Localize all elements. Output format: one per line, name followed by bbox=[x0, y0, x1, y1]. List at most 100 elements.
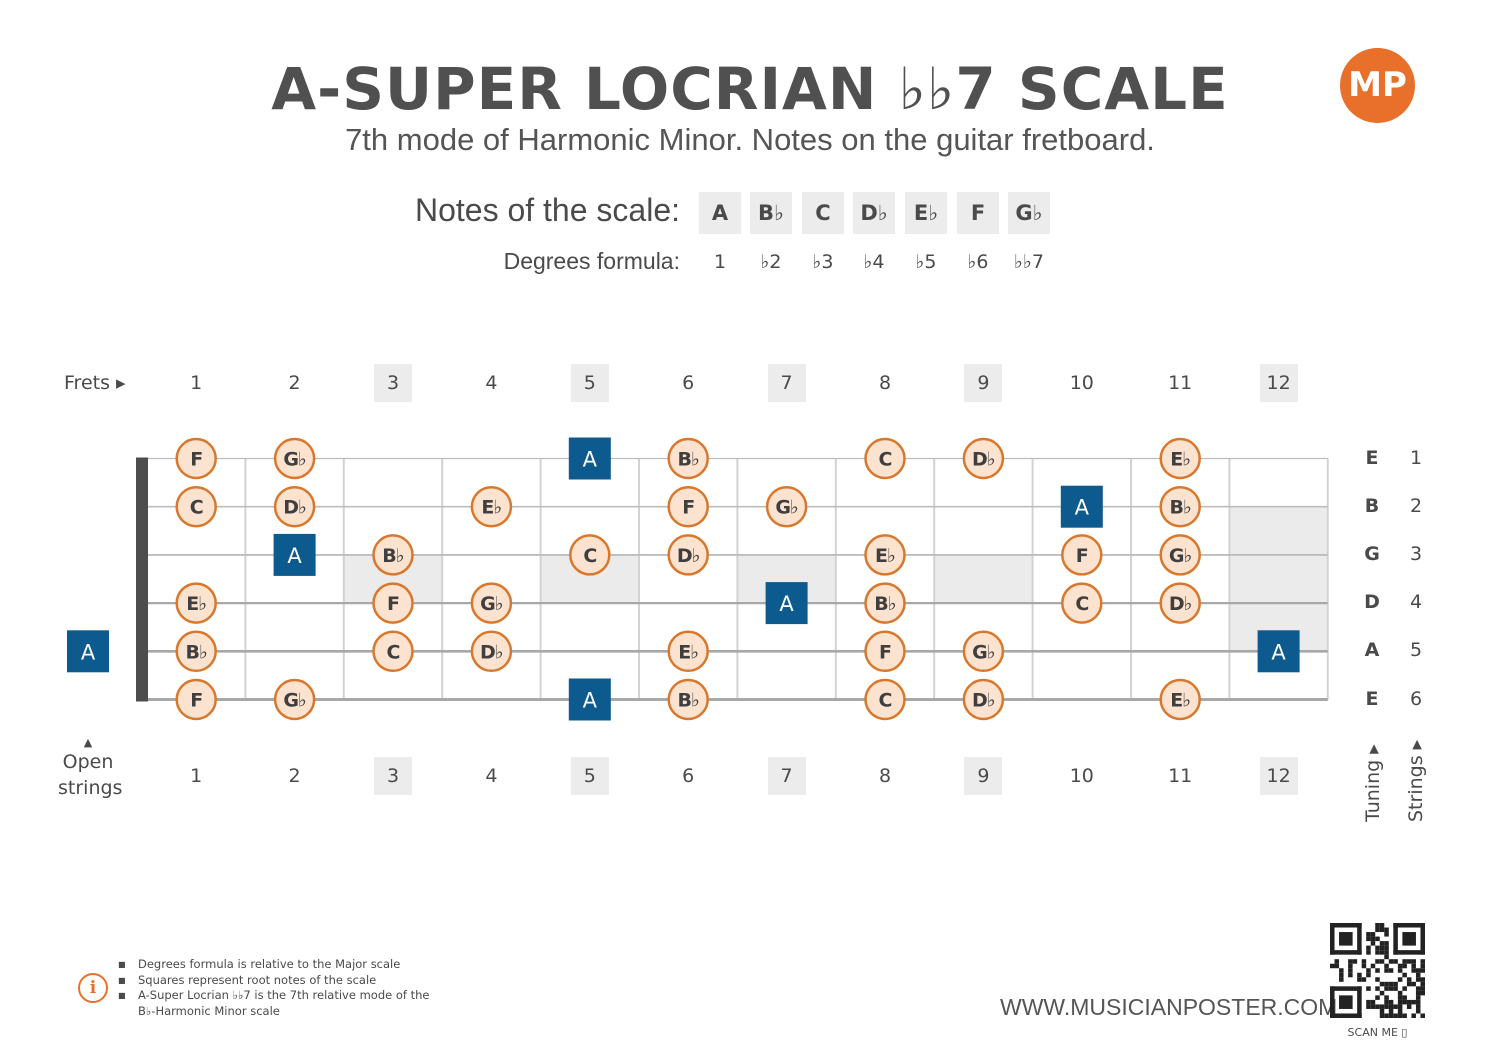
scale-note-circle bbox=[1061, 534, 1103, 576]
scale-note-circle bbox=[962, 630, 1005, 673]
root-note-label: A bbox=[287, 544, 302, 568]
scale-note-label: B♭ bbox=[1169, 497, 1190, 519]
scale-note-circle bbox=[962, 437, 1005, 480]
fret-number: 6 bbox=[682, 765, 695, 787]
fret-number: 4 bbox=[485, 765, 498, 787]
scale-note-circle bbox=[864, 582, 906, 624]
fret-number: 8 bbox=[878, 765, 892, 787]
degrees-label: Degrees formula: bbox=[503, 248, 680, 274]
scale-note-label: B♭ bbox=[382, 545, 403, 567]
root-note-square bbox=[568, 437, 611, 480]
fret-number: 2 bbox=[288, 765, 301, 787]
scale-note-circle bbox=[765, 485, 808, 528]
scale-note-label: G♭ bbox=[283, 690, 306, 712]
fret-number: 12 bbox=[1259, 757, 1298, 795]
scale-note-box: E♭ bbox=[905, 192, 947, 234]
string-number: 2 bbox=[1409, 494, 1423, 517]
scale-note-label: D♭ bbox=[1169, 593, 1192, 615]
scale-note-circle bbox=[667, 437, 709, 480]
scale-note-circle bbox=[667, 534, 709, 576]
fret-number: 11 bbox=[1168, 372, 1193, 394]
scale-note-circle bbox=[1159, 437, 1201, 480]
tuning-label: Tuning ▸ bbox=[1362, 744, 1384, 822]
scale-note-label: B♭ bbox=[677, 449, 698, 471]
root-note-label: A bbox=[779, 592, 794, 616]
scale-note-circle bbox=[470, 485, 513, 528]
scale-note-label: C bbox=[1075, 593, 1088, 615]
qr-code[interactable] bbox=[1330, 923, 1425, 1018]
fret-inlay bbox=[934, 554, 1033, 604]
scale-note-circle bbox=[864, 534, 906, 576]
fret-number: 10 bbox=[1069, 765, 1094, 787]
tuning-note: A bbox=[1364, 639, 1380, 662]
fret-number: 7 bbox=[767, 757, 806, 795]
scale-note-label: F bbox=[190, 449, 202, 471]
scale-note-box: F bbox=[957, 192, 999, 234]
scale-note-label: G♭ bbox=[972, 641, 995, 663]
scale-note-circle bbox=[372, 630, 414, 673]
footnote-item: ■ Degrees formula is relative to the Majo… bbox=[118, 957, 401, 971]
string-number: 5 bbox=[1409, 639, 1423, 662]
scale-note-label: B♭ bbox=[185, 641, 206, 663]
footnotes: ■ Degrees formula is relative to the Majo… bbox=[118, 957, 429, 1019]
scale-note-circle bbox=[667, 678, 709, 721]
string-number: 3 bbox=[1409, 542, 1423, 565]
scale-note-label: C bbox=[879, 690, 892, 712]
scale-note-label: C bbox=[583, 545, 596, 567]
root-note-square bbox=[273, 533, 316, 576]
scale-note-circle bbox=[175, 582, 217, 624]
frets-label: Frets ▸ bbox=[64, 372, 126, 394]
fret-number: 5 bbox=[570, 364, 609, 402]
open-strings-label-line: strings bbox=[58, 777, 123, 799]
scale-note-circle bbox=[175, 485, 217, 528]
scale-note-label: G♭ bbox=[480, 593, 503, 615]
scale-degree: ♭♭7 bbox=[1013, 251, 1044, 273]
scale-note-label: D♭ bbox=[972, 690, 995, 712]
fret-number: 11 bbox=[1168, 765, 1193, 787]
scale-degree: ♭6 bbox=[967, 251, 989, 273]
fret-number: 5 bbox=[570, 757, 609, 795]
scan-me-label: SCAN ME ▯ bbox=[1347, 1026, 1408, 1039]
root-note-square bbox=[1257, 630, 1300, 673]
footnote-item: ■ Squares represent root notes of the sca… bbox=[118, 972, 377, 987]
scale-note-label: F bbox=[879, 641, 891, 663]
scale-note-label: F bbox=[190, 690, 202, 712]
scale-note-label: E♭ bbox=[1170, 690, 1190, 712]
scale-note-circle bbox=[1159, 582, 1201, 624]
scale-note-label: E♭ bbox=[875, 545, 895, 567]
scale-note-circle bbox=[372, 582, 414, 624]
scale-note-label: E♭ bbox=[1170, 449, 1190, 471]
tuning-note: B bbox=[1364, 494, 1380, 517]
scale-note-circle bbox=[372, 534, 414, 576]
open-strings-label-line: Open bbox=[62, 751, 114, 773]
scale-note-circle bbox=[667, 630, 709, 673]
root-note-label: A bbox=[1271, 640, 1286, 664]
scale-note-label: G♭ bbox=[775, 497, 798, 519]
scale-note-label: C bbox=[387, 641, 400, 663]
scale-degree: ♭2 bbox=[760, 251, 782, 273]
scale-note-circle bbox=[864, 630, 906, 673]
root-note-square bbox=[568, 678, 611, 721]
string-number: 1 bbox=[1409, 446, 1423, 469]
root-note-label: A bbox=[583, 448, 598, 472]
scale-note-circle bbox=[470, 630, 513, 673]
footnote-item: ■B♭-Harmonic Minor scale bbox=[138, 1003, 280, 1018]
scale-note-label: C bbox=[190, 497, 203, 519]
scale-note-box: C bbox=[802, 192, 844, 234]
fretboard-nut bbox=[136, 457, 148, 702]
scale-note-label: E♭ bbox=[678, 641, 698, 663]
scale-note-circle bbox=[470, 582, 513, 624]
scale-note-label: F bbox=[1076, 545, 1088, 567]
scale-degree: ♭3 bbox=[812, 251, 834, 273]
page-subtitle: 7th mode of Harmonic Minor. Notes on the… bbox=[345, 122, 1155, 157]
scale-note-circle bbox=[273, 678, 316, 721]
website-link[interactable]: WWW.MUSICIANPOSTER.COM bbox=[1000, 994, 1338, 1020]
string-number: 6 bbox=[1409, 687, 1423, 710]
scale-note-label: B♭ bbox=[677, 690, 698, 712]
scale-note-circle bbox=[1159, 534, 1201, 576]
brand-logo[interactable]: MP bbox=[1340, 48, 1415, 123]
scale-note-label: F bbox=[387, 593, 399, 615]
scale-note-circle bbox=[273, 485, 316, 528]
root-note-label: A bbox=[1075, 496, 1090, 520]
